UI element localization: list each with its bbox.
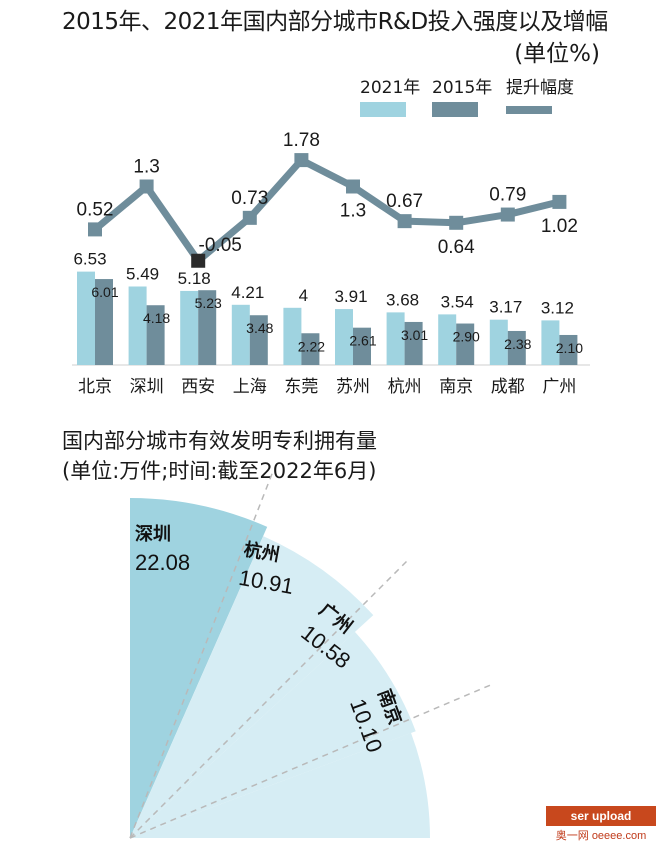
bar-2021 <box>128 286 147 365</box>
bar-2021 <box>386 312 405 365</box>
watermark: ser upload 奥一网 oeeee.com <box>546 806 656 846</box>
bar-label-2015: 4.18 <box>143 310 170 326</box>
category-label: 广州 <box>542 377 576 397</box>
bar-2021 <box>438 314 457 365</box>
increase-label: 0.79 <box>489 185 526 206</box>
bar-2015 <box>198 290 217 365</box>
legend-label-2015: 2015年 <box>432 78 493 98</box>
category-label: 上海 <box>233 377 267 397</box>
category-label: 北京 <box>78 377 112 397</box>
patent-chart-title: 国内部分城市有效发明专利拥有量 <box>62 429 377 453</box>
increase-label: 1.78 <box>283 130 320 151</box>
rd-bar-line-chart: 6.53 6.01 北京 5.49 4.18 深圳 5.18 5.23 西安 4.21 3.48 上海… <box>72 130 590 397</box>
bar-2015 <box>559 334 578 365</box>
watermark-brand: 奥一网 oeeee.com <box>555 830 647 842</box>
category-label: 深圳 <box>130 377 164 397</box>
increase-marker <box>139 179 154 194</box>
legend-label-increase: 提升幅度 <box>506 78 574 98</box>
bar-2015 <box>95 279 113 365</box>
increase-label: 0.73 <box>231 188 268 209</box>
bar-label-2021: 3.17 <box>489 298 522 317</box>
increase-label: 1.02 <box>541 216 578 237</box>
bar-label-2015: 2.38 <box>504 336 531 352</box>
bar-label-2015: 6.01 <box>91 284 118 300</box>
fan-sector <box>130 631 416 838</box>
increase-label: 1.3 <box>340 201 366 222</box>
bar-label-2015: 2.61 <box>349 333 376 349</box>
legend-swatch-increase <box>506 106 552 114</box>
category-label: 苏州 <box>336 377 370 397</box>
category-label: 杭州 <box>388 377 422 397</box>
increase-label: 0.52 <box>77 199 114 220</box>
bar-2021 <box>77 271 95 365</box>
legend-swatch-2015 <box>432 102 478 117</box>
legend-swatch-2021 <box>360 102 406 117</box>
category-label: 成都 <box>491 377 525 397</box>
fan-label-group: 深圳 22.08 <box>135 523 190 575</box>
bar-label-2015: 2.10 <box>556 340 583 356</box>
increase-marker <box>552 194 567 209</box>
legend-label-2021: 2021年 <box>360 78 421 98</box>
bar-2015 <box>249 315 268 365</box>
bar-2021 <box>335 309 353 365</box>
bar-2015 <box>146 305 165 365</box>
bar-2015 <box>456 323 475 365</box>
bar-label-2021: 3.54 <box>441 292 474 311</box>
increase-marker <box>449 215 464 230</box>
legend: 2021年 2015年 提升幅度 <box>360 78 600 120</box>
fan-sector <box>130 498 268 838</box>
category-label: 西安 <box>181 377 215 397</box>
increase-label: -0.05 <box>199 235 242 256</box>
increase-label: 1.3 <box>133 157 159 178</box>
fan-sector <box>130 732 430 838</box>
bar-label-2021: 4.21 <box>231 283 264 302</box>
bar-label-2021: 4 <box>299 286 308 305</box>
increase-marker <box>294 153 309 168</box>
fan-value-label: 22.08 <box>135 550 190 575</box>
bar-2021 <box>283 307 302 365</box>
bar-2015 <box>353 327 371 365</box>
chart-unit: (单位%) <box>514 41 600 67</box>
bar-label-2021: 3.12 <box>541 298 574 317</box>
bar-2015 <box>507 330 526 365</box>
bar-label-2015: 2.22 <box>298 338 325 354</box>
increase-marker <box>191 253 206 268</box>
bar-label-2021: 5.18 <box>178 269 211 288</box>
bar-label-2021: 6.53 <box>73 250 106 269</box>
increase-label: 0.67 <box>386 191 423 212</box>
increase-label: 0.64 <box>438 237 475 258</box>
bar-label-2021: 5.49 <box>126 264 159 283</box>
bar-2021 <box>231 304 250 365</box>
bar-label-2015: 3.48 <box>246 320 273 336</box>
bar-label-2021: 3.68 <box>386 290 419 309</box>
chart-title: 2015年、2021年国内部分城市R&D投入强度以及增幅 <box>62 9 608 35</box>
fan-sector <box>130 536 374 838</box>
bar-2015 <box>301 333 320 365</box>
bar-2021 <box>489 319 508 365</box>
category-label: 东莞 <box>284 377 318 397</box>
fan-city-label: 深圳 <box>135 523 171 545</box>
category-label: 南京 <box>439 377 473 397</box>
increase-marker <box>88 222 102 237</box>
watermark-corner-text: ser upload <box>546 806 656 826</box>
increase-marker <box>242 210 257 225</box>
bar-label-2015: 2.90 <box>453 329 480 345</box>
bar-label-2015: 3.01 <box>401 327 428 343</box>
bar-label-2015: 5.23 <box>195 295 222 311</box>
patent-chart-unit: (单位:万件;时间:截至2022年6月) <box>62 459 377 483</box>
increase-marker <box>500 207 515 222</box>
increase-marker <box>397 214 412 229</box>
bar-2021 <box>180 290 199 365</box>
increase-line <box>92 156 561 265</box>
increase-marker <box>346 179 360 194</box>
bar-label-2021: 3.91 <box>334 287 367 306</box>
bar-2015 <box>404 321 423 365</box>
bar-2021 <box>541 320 560 365</box>
